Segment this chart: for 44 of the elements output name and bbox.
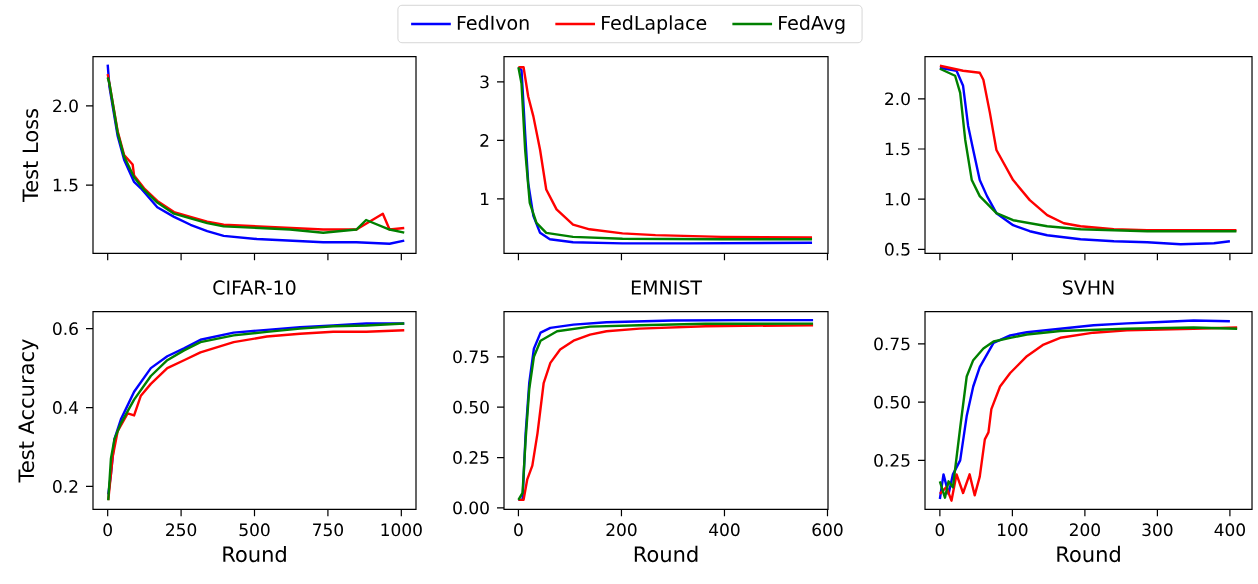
legend-label: FedIvon — [457, 15, 529, 31]
x-tick-label: 750 — [313, 523, 343, 537]
x-tick-label: 600 — [812, 523, 843, 537]
y-tick-label: 0.75 — [874, 337, 910, 351]
y-tick-label: 1.0 — [885, 192, 910, 206]
chart-title: EMNIST — [631, 280, 703, 295]
x-axis-title: Round — [1057, 545, 1120, 563]
legend-label: FedAvg — [779, 15, 845, 34]
y-tick-label: 1.5 — [885, 142, 910, 156]
x-tick-label: 1000 — [381, 523, 422, 537]
y-tick-label: 0.75 — [453, 350, 489, 364]
y-tick-label: 0.4 — [53, 401, 79, 414]
y-tick-label: 2.0 — [53, 99, 78, 113]
y-tick-label: 0.5 — [885, 242, 910, 256]
x-tick-label: 0 — [103, 523, 112, 537]
y-tick-label: 0.2 — [53, 480, 78, 493]
y-tick-label: 0.25 — [874, 453, 910, 467]
y-tick-label: 0.6 — [53, 322, 78, 336]
chart-title: CIFAR-10 — [213, 280, 296, 295]
y-tick-label: 0.25 — [453, 451, 489, 464]
x-tick-label: 400 — [709, 523, 740, 537]
x-axis-title: Round — [223, 545, 286, 563]
y-tick-label: 0.00 — [453, 501, 489, 515]
y-tick-label: 2 — [480, 134, 489, 147]
x-tick-label: 200 — [606, 523, 637, 537]
chart-title: SVHN — [1062, 280, 1114, 295]
x-tick-label: 300 — [1142, 523, 1173, 537]
y-tick-label: 2.0 — [885, 92, 910, 106]
x-tick-label: 0 — [514, 523, 523, 537]
y-tick-label: 1.5 — [53, 178, 78, 192]
y-tick-label: 1 — [481, 192, 489, 206]
x-tick-label: 500 — [239, 523, 270, 537]
x-tick-label: 400 — [1214, 523, 1245, 537]
y-axis-title: Test Loss — [22, 108, 39, 203]
x-tick-label: 0 — [935, 523, 945, 537]
legend-label: FedLaplace — [602, 15, 707, 34]
x-tick-label: 200 — [1069, 523, 1100, 537]
x-tick-label: 250 — [166, 523, 197, 537]
y-tick-label: 0.50 — [874, 395, 910, 409]
x-tick-label: 100 — [998, 523, 1028, 537]
y-axis-title: Test Accuracy — [18, 339, 39, 483]
y-tick-label: 3 — [480, 75, 489, 89]
y-tick-label: 0.50 — [453, 400, 489, 414]
x-axis-title: Round — [634, 545, 698, 563]
